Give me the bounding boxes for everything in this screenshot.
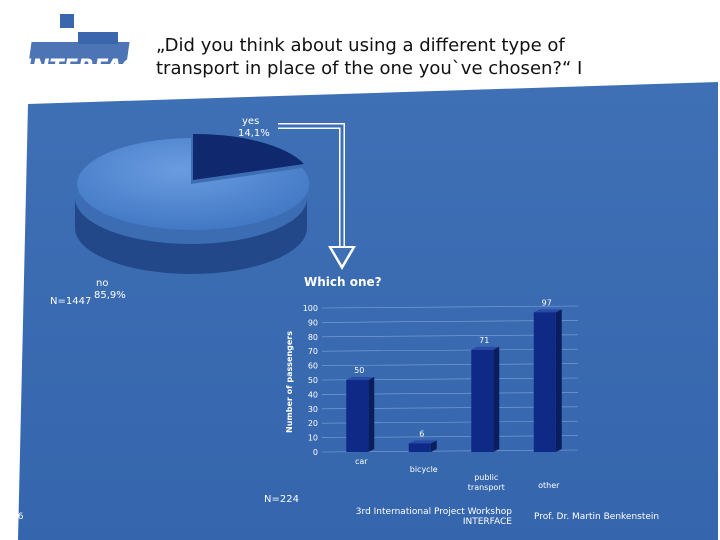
page-title: „Did you think about using a different t… (156, 34, 696, 80)
workshop-line-1: 3rd International Project Workshop (355, 507, 512, 517)
pie-label-no-name: no (96, 278, 109, 289)
pie-chart (75, 133, 310, 274)
bar-chart-categories: car bicycle public transport other (355, 457, 560, 492)
pie-depth (75, 198, 307, 274)
pie-label-yes: yes 14,1% (238, 116, 270, 140)
y-tick-label: 50 (308, 376, 318, 385)
logo-text: INTERFACE (24, 55, 152, 79)
y-tick-label: 40 (308, 390, 318, 399)
pie-label-yes-value: 14,1% (238, 128, 270, 139)
y-tick-label: 100 (303, 304, 318, 313)
bar-car (346, 377, 375, 452)
bar-chart: 0 10 20 30 40 50 60 70 80 90 100 50 6 71 97 car bicycl… (285, 298, 579, 492)
workshop-line-2: INTERFACE (462, 517, 512, 527)
bar-chart-bars (346, 309, 562, 452)
bar-chart-y-ticks: 0 10 20 30 40 50 60 70 80 90 100 (303, 304, 318, 457)
data-label: 71 (479, 336, 489, 345)
y-tick-label: 70 (308, 347, 318, 356)
pie-n-label: N=1447 (50, 296, 92, 307)
pie-slice-yes (193, 133, 304, 180)
bar-other (533, 309, 562, 452)
y-tick-label: 80 (308, 333, 318, 342)
category-label: car (355, 457, 368, 466)
pie-label-yes-name: yes (242, 116, 260, 127)
data-label: 50 (354, 366, 364, 375)
bar-n-label: N=224 (264, 494, 299, 505)
y-tick-label: 30 (308, 405, 318, 414)
grid-line (321, 305, 579, 309)
interface-logo: INTERFACE (20, 12, 151, 80)
y-tick-label: 0 (313, 448, 318, 457)
bar-bicycle (408, 440, 437, 452)
y-tick-label: 60 (308, 362, 318, 371)
which-one-label: Which one? (304, 275, 382, 289)
page-number: 26 (12, 512, 24, 522)
y-tick-label: 90 (308, 318, 318, 327)
pie-label-no: no 85,9% (94, 278, 126, 302)
title-line-1: „Did you think about using a different t… (156, 35, 565, 56)
bar-chart-data-labels: 50 6 71 97 (354, 298, 552, 438)
category-label: other (538, 481, 560, 490)
data-label: 97 (542, 298, 552, 307)
category-label: public transport (468, 473, 505, 492)
workshop-credit: 3rd International Project Workshop INTER… (336, 507, 512, 527)
connector-arrow (278, 123, 356, 270)
title-line-2: transport in place of the one you`ve cho… (156, 58, 583, 79)
y-tick-label: 20 (308, 419, 318, 428)
bar-chart-y-axis-label: Number of passengers (285, 331, 294, 433)
category-label: bicycle (410, 465, 438, 474)
bar-public-transport (471, 346, 500, 452)
y-tick-label: 10 (308, 434, 318, 443)
data-label: 6 (419, 429, 424, 438)
pie-slice-no (77, 138, 310, 230)
pie-label-no-value: 85,9% (94, 290, 126, 301)
author: Prof. Dr. Martin Benkenstein (534, 512, 660, 522)
